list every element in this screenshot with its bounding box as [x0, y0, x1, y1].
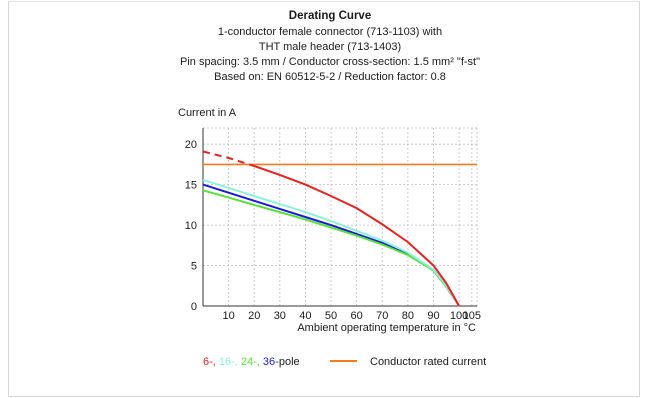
legend-rated-label: Conductor rated current [370, 356, 486, 368]
chart-frame [8, 1, 640, 397]
series-lines [202, 150, 477, 307]
legend-pole-item: pole [279, 356, 300, 368]
x-tick-label: 70 [376, 310, 388, 322]
series-16-pole-line [202, 178, 460, 307]
y-tick-label: 10 [185, 220, 197, 232]
legend-poles: 6-, 16-, 24-, 36-pole [203, 356, 300, 368]
y-tick-label: 5 [191, 261, 197, 273]
y-tick-label: 20 [185, 139, 197, 151]
x-tick-label: 20 [248, 310, 260, 322]
x-tick-label: 90 [427, 310, 439, 322]
legend-pole-item: 16-, [216, 356, 238, 368]
x-tick-label: 10 [222, 310, 234, 322]
x-axis-label: Ambient operating temperature in °C [297, 322, 476, 334]
chart-subtitle-4: Based on: EN 60512-5-2 / Reduction facto… [214, 71, 446, 83]
chart-subtitle-2: THT male header (713-1403) [259, 41, 401, 53]
chart-subtitle-1: 1-conductor female connector (713-1103) … [218, 26, 442, 38]
grid [202, 127, 478, 307]
x-tick-label: 100 [450, 310, 468, 322]
y-tick-label: 15 [185, 180, 197, 192]
y-tick-label: 0 [191, 301, 197, 313]
x-tick-label: 40 [299, 310, 311, 322]
series-6-pole-dashed [202, 150, 255, 167]
legend-pole-item: 36- [260, 356, 279, 368]
x-tick-label: 80 [402, 310, 414, 322]
legend: 6-, 16-, 24-, 36-pole Conductor rated cur… [203, 356, 486, 368]
legend-pole-item: 24-, [238, 356, 260, 368]
x-tick-label: 50 [325, 310, 337, 322]
legend-pole-item: 6-, [203, 356, 216, 368]
x-tick-label: 60 [351, 310, 363, 322]
y-axis-label: Current in A [178, 107, 237, 119]
x-tick-label: 105 [463, 310, 481, 322]
chart-subtitle-3: Pin spacing: 3.5 mm / Conductor cross-se… [180, 56, 480, 68]
series-6-pole-line [253, 165, 460, 307]
chart-title: Derating Curve [289, 10, 371, 22]
x-tick-label: 30 [274, 310, 286, 322]
